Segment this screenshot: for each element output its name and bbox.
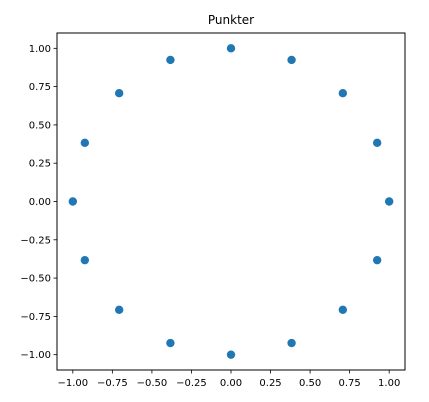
y-tick-label-3: 0.25 xyxy=(29,159,51,170)
data-point-6 xyxy=(114,89,124,98)
data-point-1 xyxy=(372,138,382,148)
y-tick-label-0: 1.00 xyxy=(29,44,51,55)
x-tick-label-7: 0.75 xyxy=(339,378,361,389)
data-point-15 xyxy=(372,255,382,265)
data-point-4 xyxy=(226,44,236,53)
data-point-13 xyxy=(287,338,296,348)
chart-title: Punkter xyxy=(208,13,254,27)
data-point-12 xyxy=(226,350,236,359)
y-tick-label-4: 0.00 xyxy=(29,197,51,208)
y-tick-label-8: −1.00 xyxy=(20,350,51,361)
x-tick-label-6: 0.50 xyxy=(299,378,321,389)
data-point-11 xyxy=(166,338,175,348)
x-tick-label-8: 1.00 xyxy=(378,378,400,389)
y-tick-label-2: 0.50 xyxy=(29,120,51,131)
y-tick-label-5: −0.25 xyxy=(20,235,51,246)
data-point-2 xyxy=(338,89,348,98)
data-point-10 xyxy=(114,305,124,314)
data-point-7 xyxy=(80,138,90,148)
x-tick-label-5: 0.25 xyxy=(259,378,281,389)
x-tick-label-1: −0.75 xyxy=(97,378,128,389)
data-point-3 xyxy=(287,55,296,65)
plot-area xyxy=(68,44,394,359)
data-point-14 xyxy=(338,305,348,314)
x-tick-label-2: −0.50 xyxy=(137,378,168,389)
data-point-9 xyxy=(80,255,90,265)
data-point-5 xyxy=(166,55,175,65)
y-tick-label-6: −0.50 xyxy=(20,274,51,285)
axes-frame xyxy=(56,32,406,371)
x-tick-label-0: −1.00 xyxy=(57,378,88,389)
y-tick-label-1: 0.75 xyxy=(29,82,51,93)
axis-ticks: −1.00 −0.75 −0.50 −0.25 0.00 0.25 0.50 0.75 1.00… xyxy=(20,44,400,389)
x-tick-label-3: −0.25 xyxy=(176,378,207,389)
data-point-8 xyxy=(68,197,78,206)
y-tick-label-7: −0.75 xyxy=(20,312,51,323)
data-point-0 xyxy=(384,197,394,206)
x-tick-label-4: 0.00 xyxy=(220,378,242,389)
